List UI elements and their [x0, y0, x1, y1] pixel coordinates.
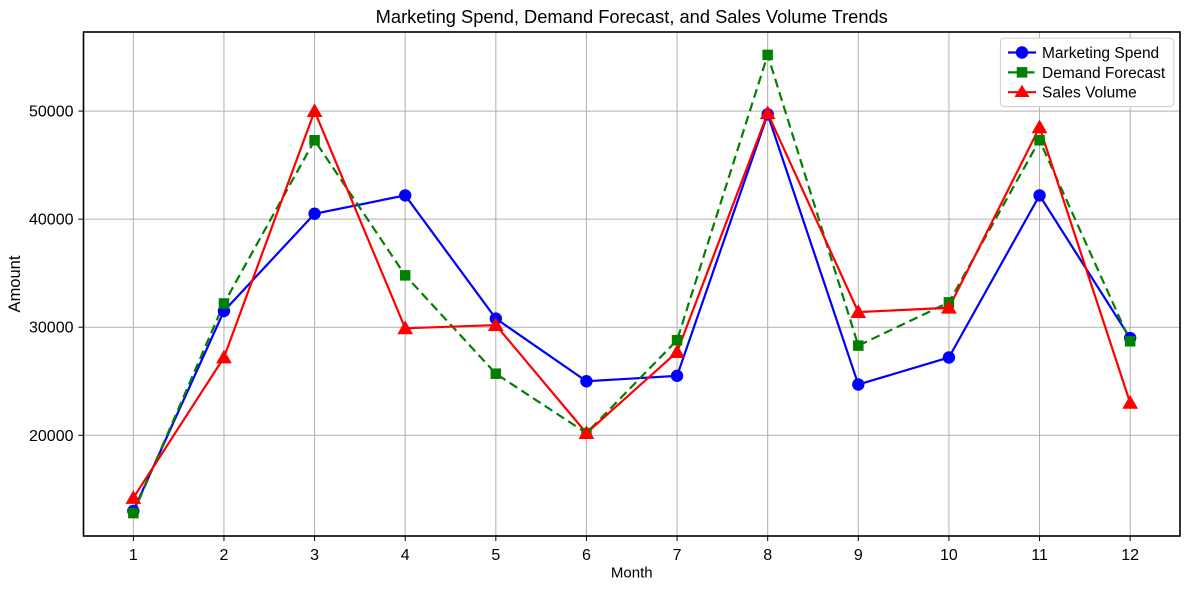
- svg-text:1: 1: [129, 547, 138, 564]
- svg-text:Amount: Amount: [6, 255, 24, 312]
- svg-text:11: 11: [1031, 547, 1048, 564]
- svg-text:3: 3: [310, 547, 319, 564]
- svg-text:Marketing Spend: Marketing Spend: [1042, 45, 1159, 62]
- svg-text:4: 4: [401, 547, 410, 564]
- svg-text:40000: 40000: [29, 212, 74, 229]
- svg-text:2: 2: [220, 547, 229, 564]
- svg-text:8: 8: [763, 547, 772, 564]
- svg-text:Sales Volume: Sales Volume: [1042, 85, 1137, 102]
- svg-text:5: 5: [491, 547, 500, 564]
- svg-text:6: 6: [582, 547, 591, 564]
- svg-text:Demand Forecast: Demand Forecast: [1042, 65, 1166, 82]
- svg-text:30000: 30000: [29, 320, 74, 337]
- svg-text:12: 12: [1121, 547, 1139, 564]
- svg-text:10: 10: [940, 547, 958, 564]
- svg-text:Month: Month: [611, 565, 653, 582]
- svg-text:Marketing Spend, Demand Foreca: Marketing Spend, Demand Forecast, and Sa…: [376, 6, 888, 27]
- svg-text:50000: 50000: [29, 104, 74, 121]
- svg-text:7: 7: [673, 547, 682, 564]
- svg-text:9: 9: [854, 547, 863, 564]
- svg-text:20000: 20000: [29, 428, 74, 445]
